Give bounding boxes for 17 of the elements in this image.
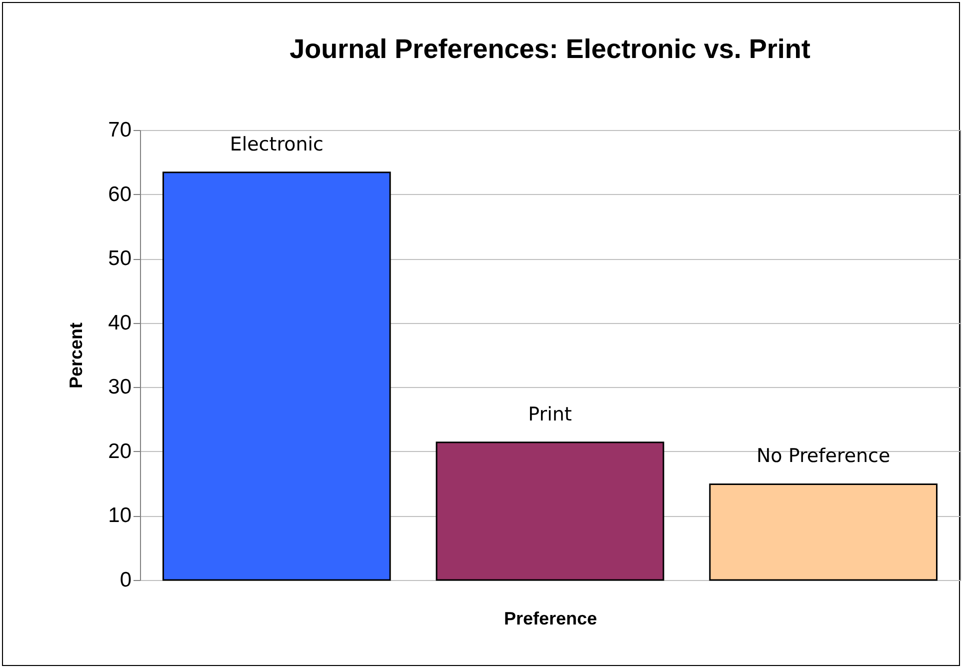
bar	[709, 483, 938, 581]
y-axis-title: Percent	[66, 322, 86, 389]
y-tick-label: 60	[108, 182, 132, 206]
x-tick-label: Electronic	[230, 133, 324, 156]
y-tick-label: 10	[108, 504, 132, 528]
bar	[162, 172, 391, 581]
bar	[436, 442, 664, 581]
x-axis-title: Preference	[504, 608, 598, 628]
y-tick-label: 30	[108, 376, 132, 399]
y-tick-label: 20	[108, 440, 132, 463]
x-tick-label: Print	[528, 403, 572, 426]
y-tick-label: 50	[108, 247, 132, 270]
chart-title: Journal Preferences: Electronic vs. Print	[290, 34, 810, 64]
y-tick-label: 40	[108, 311, 132, 334]
x-tick-label: No Preference	[756, 445, 890, 468]
y-tick-label: 0	[120, 568, 132, 592]
y-tick-label: 70	[108, 118, 132, 142]
